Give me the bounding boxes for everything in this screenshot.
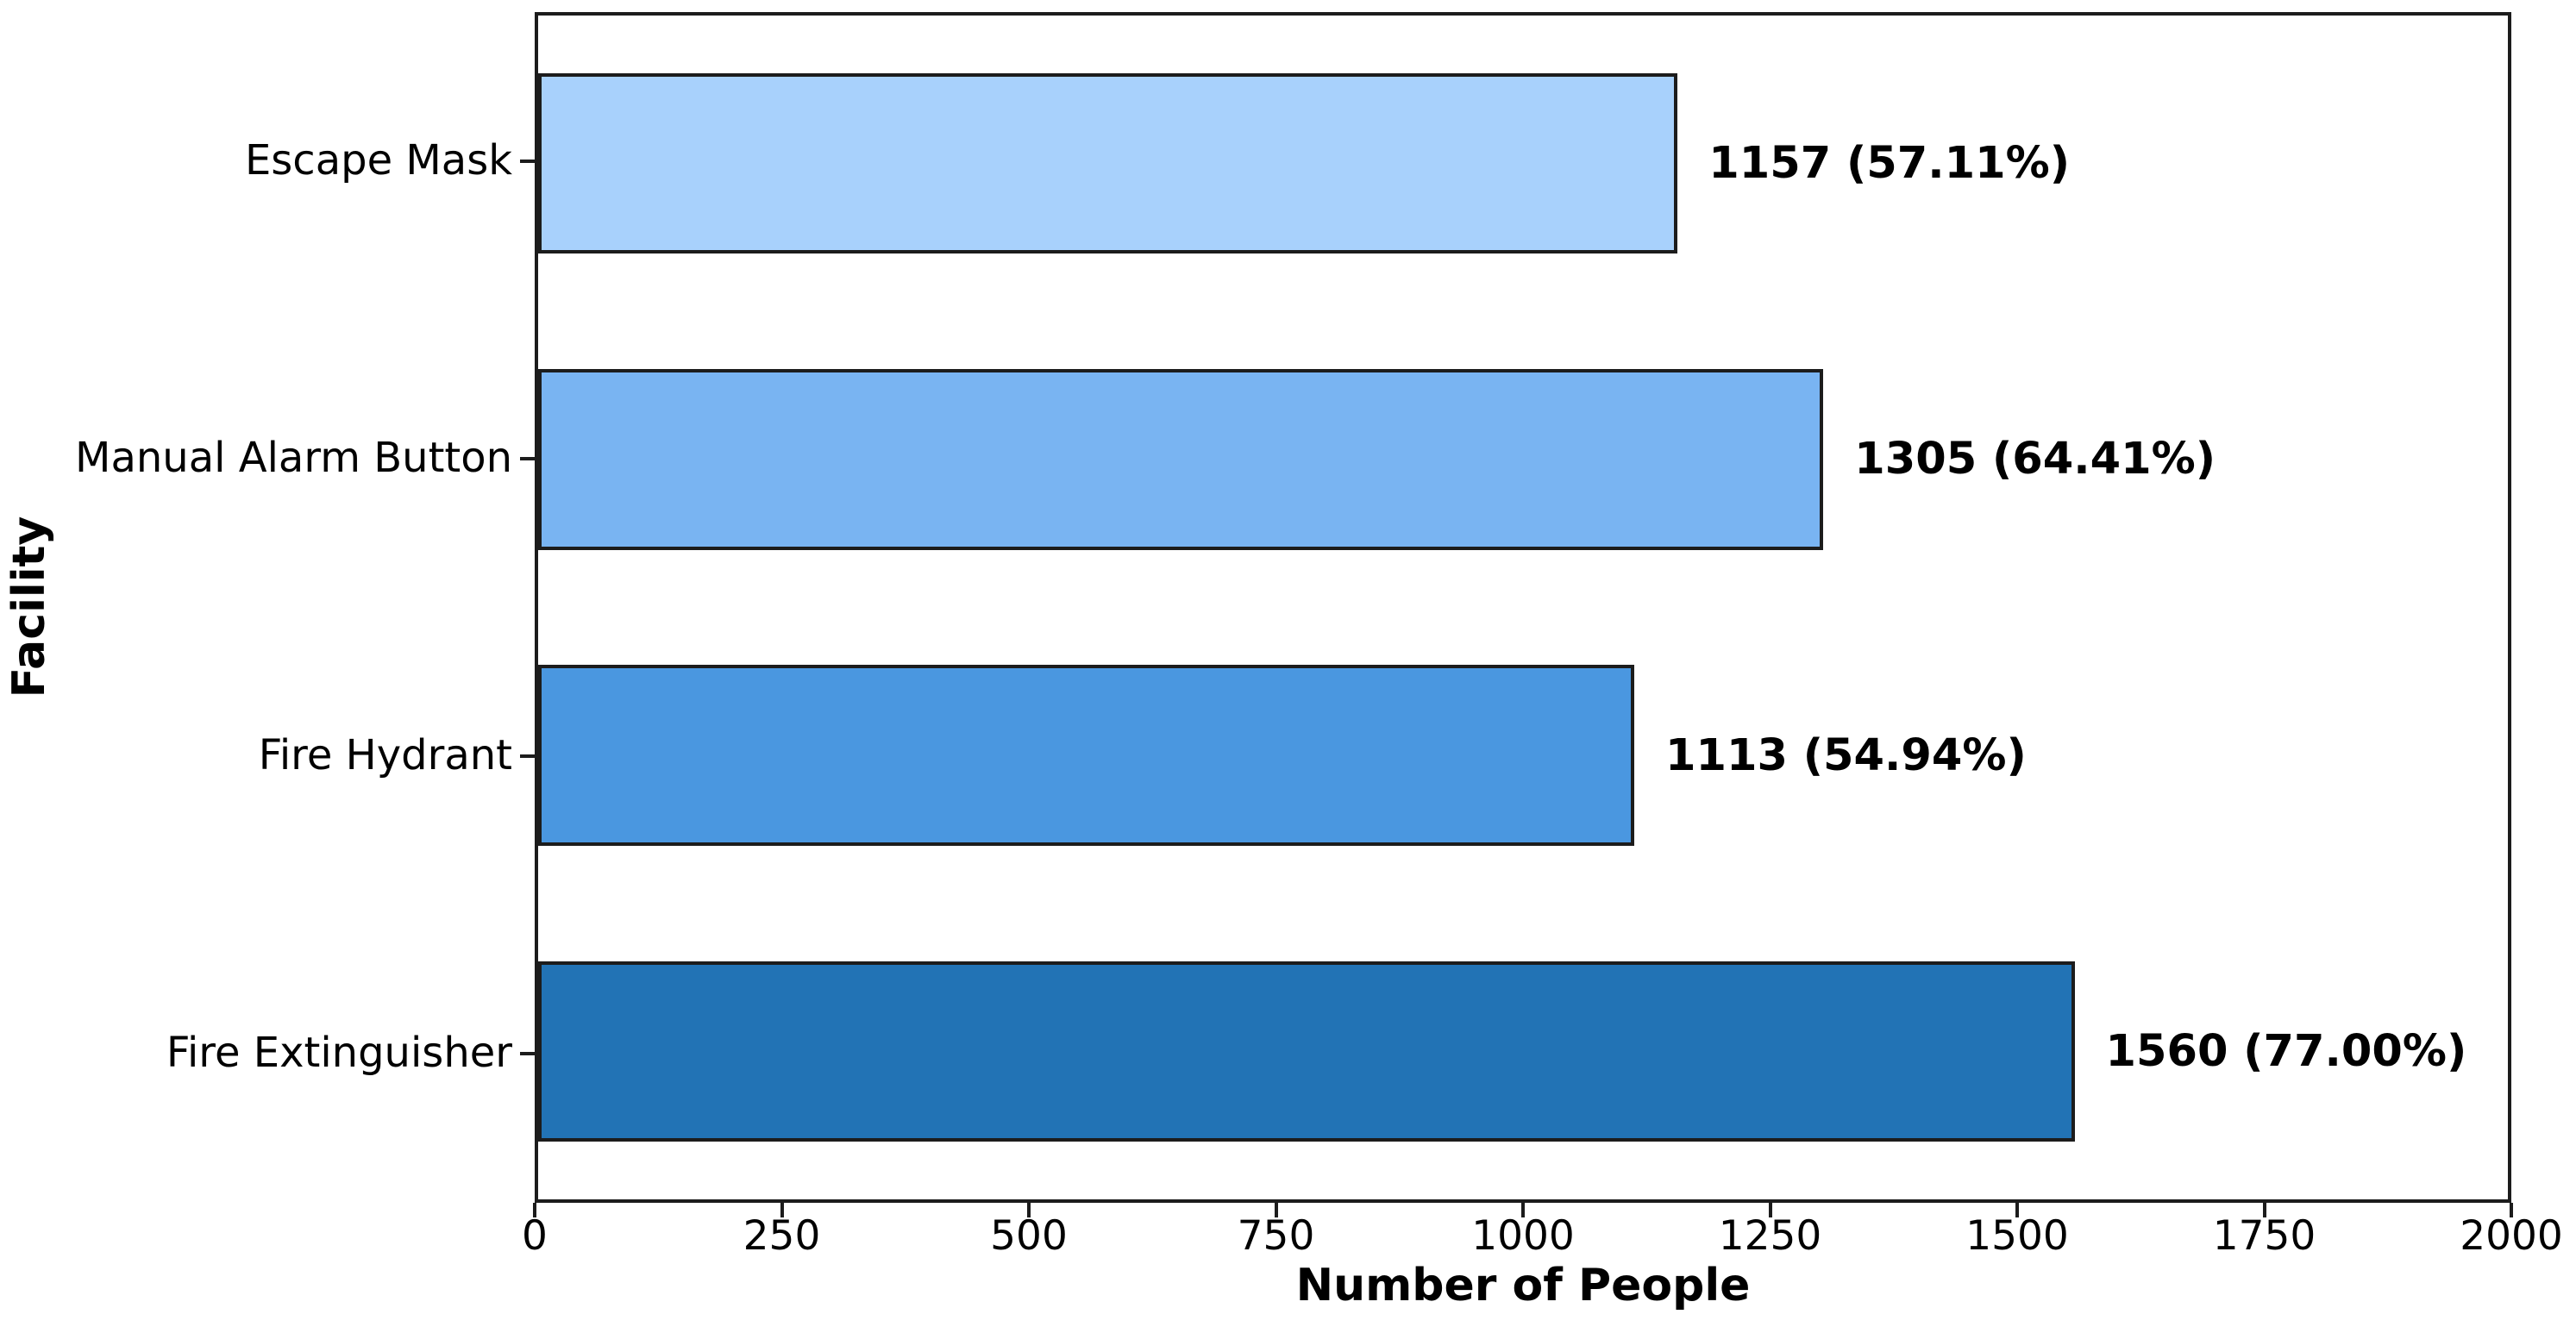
x-tick-label: 2000	[2460, 1212, 2563, 1260]
y-tick-label: Escape Mask	[244, 135, 512, 185]
plot-area: 1157 (57.11%) 1305 (64.41%) 1113 (54.94%) 1…	[535, 12, 2511, 1203]
bar-row: 1113 (54.94%)	[538, 608, 2508, 904]
bar-value-label: 1305 (64.41%)	[1854, 434, 2216, 485]
y-tick-label: Fire Extinguisher	[166, 1029, 512, 1078]
bar-value-label: 1157 (57.11%)	[1708, 138, 2071, 190]
bar	[538, 961, 2075, 1142]
bar-row: 1560 (77.00%)	[538, 904, 2508, 1199]
y-tick-mark	[520, 1052, 535, 1056]
x-tick-label: 1250	[1718, 1212, 1822, 1260]
x-tick-mark	[2262, 1203, 2266, 1217]
bar	[538, 369, 1824, 550]
bar	[538, 72, 1678, 254]
bar-value-label: 1113 (54.94%)	[1665, 729, 2027, 781]
x-tick-mark	[2015, 1203, 2019, 1217]
bar-value-label: 1560 (77.00%)	[2105, 1025, 2467, 1077]
x-tick-mark	[780, 1203, 784, 1217]
y-tick-mark	[520, 159, 535, 163]
x-tick-mark	[1027, 1203, 1031, 1217]
x-tick-mark	[2510, 1203, 2513, 1217]
x-tick-mark	[1768, 1203, 1772, 1217]
x-tick-label: 1000	[1471, 1212, 1575, 1260]
y-tick-mark	[520, 456, 535, 460]
x-tick-label: 0	[522, 1212, 548, 1260]
y-tick-label: Manual Alarm Button	[75, 434, 512, 483]
y-tick-mark	[520, 754, 535, 759]
y-axis-title: Facility	[3, 516, 55, 698]
y-tick-label: Fire Hydrant	[258, 731, 512, 780]
x-tick-mark	[533, 1203, 536, 1217]
x-tick-label: 250	[743, 1212, 821, 1260]
bar-row: 1305 (64.41%)	[538, 311, 2508, 607]
bar	[538, 665, 1635, 846]
bar-row: 1157 (57.11%)	[538, 16, 2508, 311]
x-tick-mark	[1274, 1203, 1278, 1217]
x-tick-label: 1500	[1965, 1212, 2069, 1260]
x-axis-title: Number of People	[1295, 1260, 1751, 1311]
x-tick-label: 750	[1237, 1212, 1315, 1260]
x-tick-label: 1750	[2212, 1212, 2316, 1260]
x-tick-mark	[1521, 1203, 1525, 1217]
x-tick-label: 500	[990, 1212, 1068, 1260]
